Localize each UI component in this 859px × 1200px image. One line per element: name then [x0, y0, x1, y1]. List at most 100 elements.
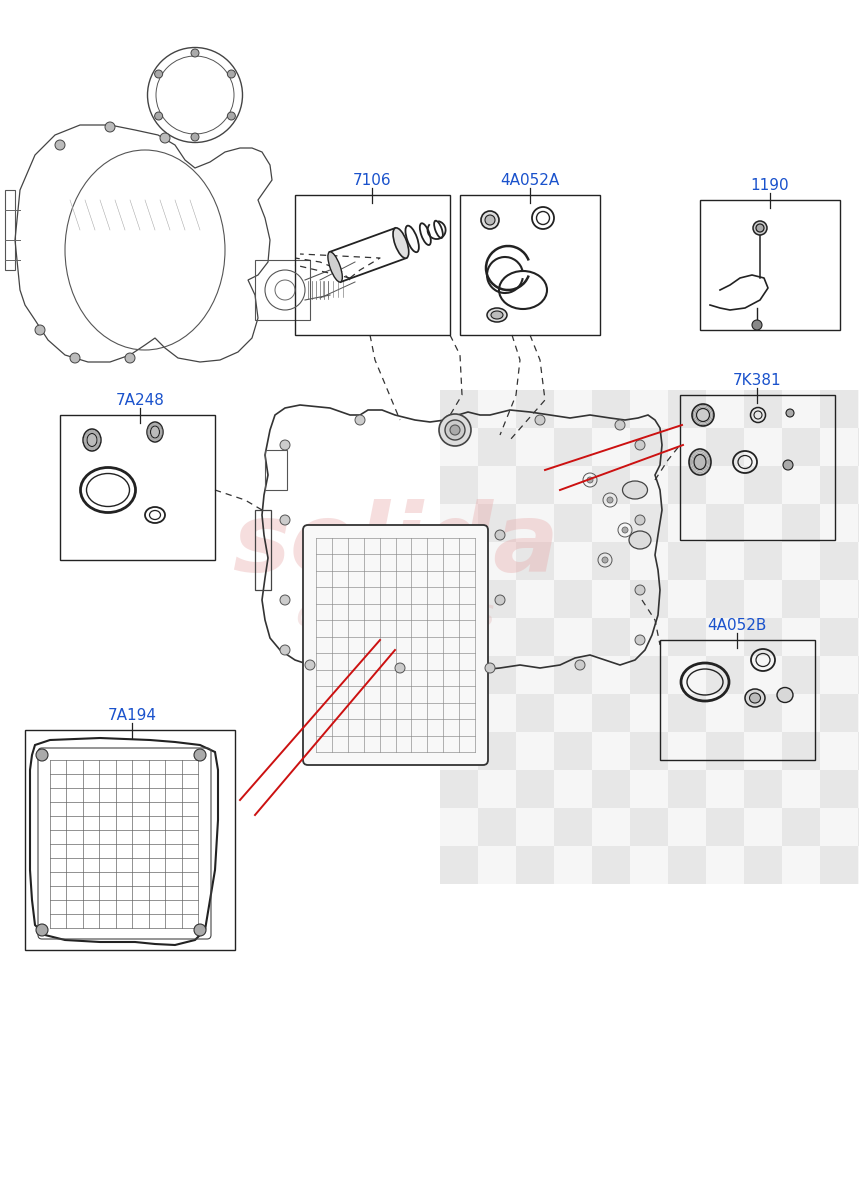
Bar — [668, 846, 706, 884]
Bar — [782, 770, 820, 808]
Circle shape — [280, 595, 290, 605]
Bar — [706, 694, 744, 732]
Circle shape — [602, 557, 608, 563]
Bar — [592, 656, 630, 694]
Circle shape — [635, 515, 645, 526]
Bar — [592, 428, 630, 466]
Circle shape — [615, 420, 625, 430]
Bar — [782, 618, 820, 656]
Bar — [668, 732, 706, 770]
Bar — [782, 656, 820, 694]
Bar — [516, 580, 554, 618]
Bar — [668, 390, 706, 428]
Bar — [554, 466, 592, 504]
Bar — [630, 504, 668, 542]
Bar — [478, 618, 516, 656]
Bar — [554, 656, 592, 694]
Bar — [516, 770, 554, 808]
Bar — [478, 466, 516, 504]
Bar — [440, 808, 478, 846]
Circle shape — [355, 415, 365, 425]
Circle shape — [280, 515, 290, 526]
Bar — [858, 504, 859, 542]
Bar — [744, 542, 782, 580]
Circle shape — [228, 70, 235, 78]
Bar — [554, 428, 592, 466]
Bar — [554, 390, 592, 428]
Bar — [630, 846, 668, 884]
Bar — [460, 194, 600, 335]
Bar — [660, 640, 815, 760]
Text: 4A052A: 4A052A — [501, 173, 559, 188]
Bar — [858, 580, 859, 618]
Bar — [858, 542, 859, 580]
Bar — [592, 732, 630, 770]
Circle shape — [36, 924, 48, 936]
Circle shape — [155, 70, 162, 78]
Circle shape — [35, 325, 45, 335]
Bar — [440, 580, 478, 618]
Bar — [25, 730, 235, 950]
Bar — [706, 732, 744, 770]
Bar — [744, 694, 782, 732]
Bar — [706, 542, 744, 580]
Bar — [630, 618, 668, 656]
Bar — [516, 428, 554, 466]
Ellipse shape — [439, 414, 471, 446]
Ellipse shape — [689, 449, 711, 475]
Bar — [706, 808, 744, 846]
Bar — [782, 694, 820, 732]
Bar — [554, 618, 592, 656]
Bar — [858, 618, 859, 656]
Bar — [265, 450, 287, 490]
Ellipse shape — [756, 224, 764, 232]
Circle shape — [485, 662, 495, 673]
Bar — [478, 846, 516, 884]
Bar — [255, 260, 310, 320]
Ellipse shape — [487, 308, 507, 322]
Circle shape — [70, 353, 80, 362]
Ellipse shape — [150, 426, 160, 438]
Bar — [440, 504, 478, 542]
Circle shape — [575, 660, 585, 670]
Bar — [440, 732, 478, 770]
Ellipse shape — [147, 422, 163, 442]
Circle shape — [305, 660, 315, 670]
Circle shape — [622, 527, 628, 533]
Bar — [516, 656, 554, 694]
Bar — [782, 390, 820, 428]
Bar — [554, 846, 592, 884]
Bar — [680, 395, 835, 540]
Bar — [630, 808, 668, 846]
Bar — [630, 770, 668, 808]
Bar — [554, 504, 592, 542]
Bar — [440, 428, 478, 466]
Bar — [630, 466, 668, 504]
Text: solida: solida — [232, 498, 558, 592]
Ellipse shape — [485, 215, 495, 226]
Circle shape — [587, 476, 593, 482]
Circle shape — [495, 530, 505, 540]
Bar — [516, 732, 554, 770]
Text: 7K381: 7K381 — [733, 373, 782, 388]
Bar — [858, 390, 859, 428]
Circle shape — [280, 646, 290, 655]
Bar — [744, 580, 782, 618]
Circle shape — [194, 749, 206, 761]
Bar — [782, 732, 820, 770]
Bar — [744, 656, 782, 694]
Bar — [858, 466, 859, 504]
Bar — [478, 542, 516, 580]
Ellipse shape — [623, 481, 648, 499]
Bar — [706, 466, 744, 504]
Text: 7A194: 7A194 — [107, 708, 156, 722]
Circle shape — [191, 133, 199, 140]
Circle shape — [228, 112, 235, 120]
Bar — [554, 770, 592, 808]
Bar — [440, 656, 478, 694]
Bar — [782, 846, 820, 884]
Ellipse shape — [697, 408, 710, 421]
Bar — [60, 415, 215, 560]
Bar — [744, 808, 782, 846]
Bar — [516, 694, 554, 732]
